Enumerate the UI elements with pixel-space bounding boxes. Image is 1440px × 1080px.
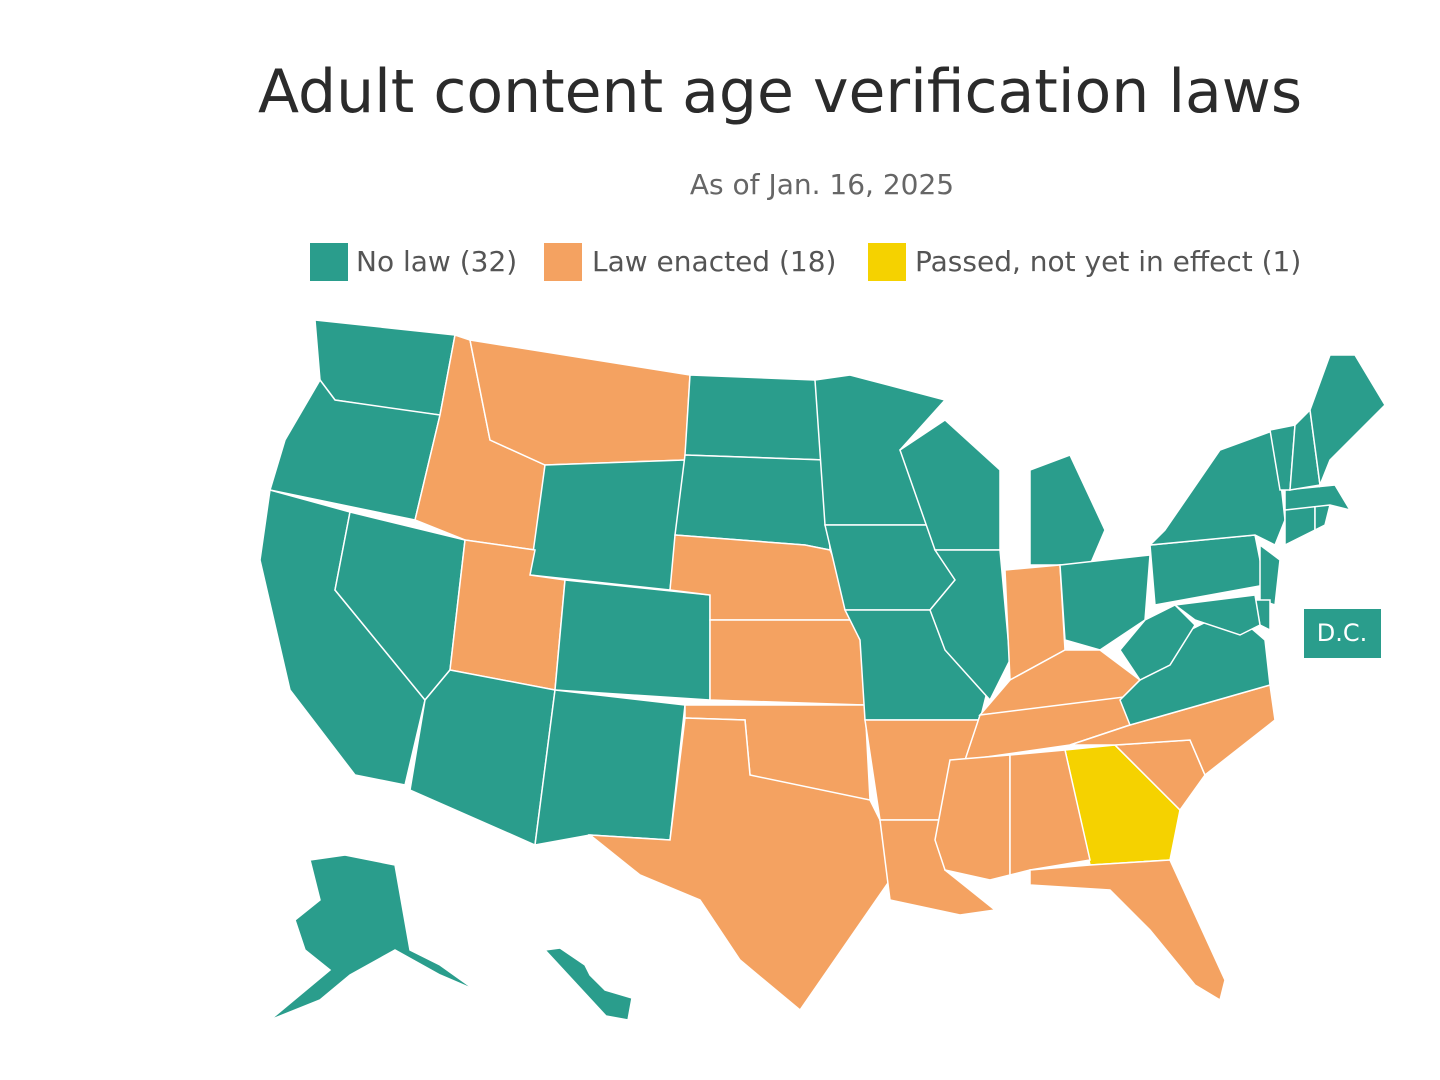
legend-swatch <box>868 243 906 281</box>
state <box>709 619 866 706</box>
legend-swatch <box>310 243 348 281</box>
state <box>409 669 556 847</box>
state <box>1314 504 1331 532</box>
state <box>929 549 1011 702</box>
state <box>1149 534 1266 606</box>
state <box>269 854 476 1021</box>
dc-box: D.C. <box>1304 609 1381 658</box>
state <box>1147 428 1286 547</box>
state <box>587 717 891 1012</box>
state <box>1173 594 1261 636</box>
state <box>684 374 826 461</box>
state <box>543 947 633 1021</box>
legend-label: No law (32) <box>356 245 517 278</box>
state <box>1284 484 1352 512</box>
state <box>469 339 691 466</box>
title: Adult content age verification laws <box>258 57 1302 127</box>
state <box>1259 543 1281 607</box>
state <box>1059 554 1151 651</box>
state <box>554 579 711 701</box>
state <box>674 454 831 551</box>
state <box>1029 859 1226 1002</box>
legend: No law (32) Law enacted (18) Passed, not y… <box>310 243 1301 281</box>
state <box>1284 504 1316 547</box>
states <box>259 319 1386 1021</box>
legend-swatch <box>544 243 582 281</box>
dc-marker <box>1304 609 1381 658</box>
state <box>1069 684 1276 777</box>
state <box>534 689 686 846</box>
state <box>1029 454 1106 566</box>
state <box>529 459 686 591</box>
subtitle: As of Jan. 16, 2025 <box>690 168 954 201</box>
state <box>1009 749 1091 876</box>
state <box>899 419 1001 551</box>
state <box>1309 354 1386 488</box>
dc-label: D.C. <box>1317 619 1368 647</box>
legend-label: Passed, not yet in effect (1) <box>915 245 1301 278</box>
legend-label: Law enacted (18) <box>592 245 836 278</box>
